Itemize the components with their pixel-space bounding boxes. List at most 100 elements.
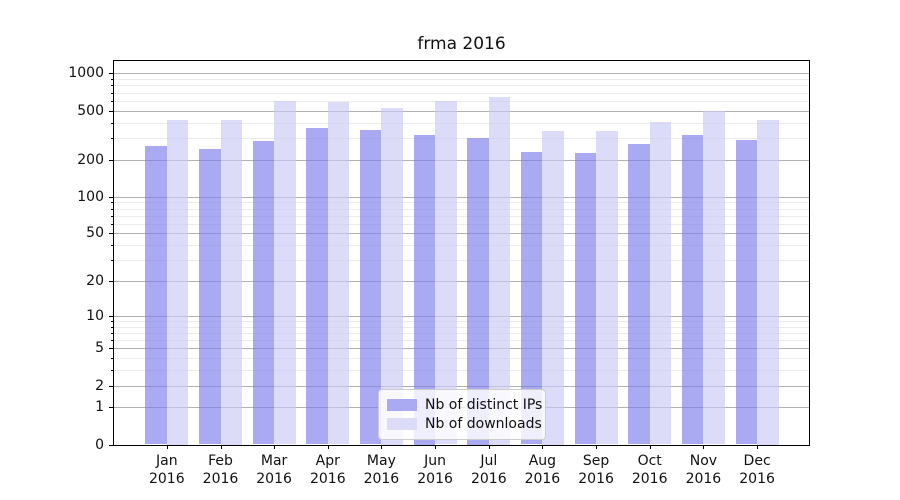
- minor-gridline: [114, 332, 809, 334]
- x-tick-mark: [274, 445, 276, 449]
- x-tick-mark: [381, 445, 383, 449]
- y-tick-label: 50: [86, 225, 104, 242]
- x-tick-mark: [542, 445, 544, 449]
- bar-ips-jun: [413, 134, 436, 445]
- x-tick-mark: [220, 445, 222, 449]
- y-tick-mark: [109, 159, 113, 161]
- y-tick-mark: [109, 315, 113, 317]
- legend-label-distinct-ips: Nb of distinct IPs: [425, 396, 543, 413]
- minor-gridline: [114, 79, 809, 81]
- minor-gridline: [114, 202, 809, 204]
- y-tick-mark-minor: [111, 358, 113, 360]
- minor-gridline: [114, 340, 809, 341]
- y-tick-mark-minor: [111, 92, 113, 94]
- bar-ips-oct: [628, 143, 650, 445]
- x-tick-mark: [757, 445, 759, 449]
- y-tick-label: 1: [95, 399, 104, 416]
- major-gridline: [114, 315, 809, 317]
- x-tick-label: Dec 2016: [739, 453, 775, 487]
- bar-downloads-dec: [757, 120, 779, 445]
- bar-downloads-apr: [327, 101, 350, 445]
- minor-gridline: [114, 223, 809, 225]
- y-tick-mark-minor: [111, 138, 113, 139]
- legend-item-distinct-ips: Nb of distinct IPs: [387, 395, 542, 414]
- bar-ips-may: [359, 129, 382, 445]
- bar-downloads-oct: [649, 121, 672, 445]
- x-tick-label: Jan 2016: [148, 453, 185, 487]
- bar-downloads-jun: [435, 100, 457, 445]
- major-gridline: [114, 73, 809, 75]
- minor-gridline: [114, 358, 809, 360]
- bar-downloads-jul: [488, 97, 511, 445]
- minor-gridline: [114, 260, 809, 262]
- y-tick-mark: [109, 385, 113, 387]
- y-tick-mark: [109, 348, 113, 350]
- y-tick-mark-minor: [111, 245, 113, 246]
- major-gridline: [114, 196, 809, 198]
- minor-gridline: [114, 85, 809, 87]
- y-tick-label: 0: [95, 436, 104, 453]
- legend-swatch-distinct-ips-icon: [387, 398, 417, 411]
- y-tick-label: 5: [95, 340, 104, 357]
- y-tick-mark: [109, 281, 113, 282]
- y-tick-mark: [109, 196, 113, 198]
- plot-area: [113, 60, 810, 446]
- major-gridline: [114, 159, 809, 161]
- minor-gridline: [114, 92, 809, 94]
- x-tick-label: Apr 2016: [309, 453, 346, 487]
- x-tick-mark: [703, 445, 705, 449]
- x-tick-label: Aug 2016: [524, 453, 561, 487]
- y-tick-label: 200: [77, 151, 104, 168]
- bar-ips-nov: [681, 135, 704, 445]
- y-tick-mark: [109, 73, 113, 75]
- grid-layer: [114, 61, 809, 445]
- legend: Nb of distinct IPs Nb of downloads: [378, 389, 546, 440]
- minor-gridline: [114, 100, 809, 102]
- bar-ips-sep: [574, 153, 597, 445]
- x-tick-mark: [166, 445, 168, 449]
- bar-downloads-may: [381, 108, 403, 445]
- x-tick-mark: [596, 445, 598, 449]
- bar-ips-jan: [145, 145, 167, 445]
- x-tick-mark: [488, 445, 490, 449]
- major-gridline: [114, 281, 809, 282]
- y-tick-mark: [109, 407, 113, 409]
- y-tick-label: 100: [77, 188, 104, 205]
- minor-gridline: [114, 320, 809, 322]
- y-tick-mark-minor: [111, 320, 113, 322]
- bar-ips-mar: [252, 140, 275, 445]
- x-tick-mark: [435, 445, 437, 449]
- major-gridline: [114, 385, 809, 387]
- x-tick-label: Jul 2016: [470, 453, 507, 487]
- y-tick-label: 1000: [68, 65, 104, 82]
- minor-gridline: [114, 245, 809, 246]
- x-tick-label: May 2016: [363, 453, 400, 487]
- bar-downloads-feb: [220, 120, 242, 445]
- y-tick-mark-minor: [111, 215, 113, 217]
- y-tick-mark-minor: [111, 79, 113, 81]
- y-tick-label: 500: [77, 102, 104, 119]
- minor-gridline: [114, 208, 809, 210]
- x-tick-mark: [649, 445, 651, 449]
- y-tick-mark-minor: [111, 100, 113, 102]
- y-tick-mark: [109, 110, 113, 112]
- x-tick-mark: [327, 445, 329, 449]
- bar-downloads-sep: [596, 131, 618, 445]
- y-tick-mark-minor: [111, 332, 113, 334]
- bar-ips-feb: [199, 148, 221, 445]
- y-tick-mark-minor: [111, 340, 113, 341]
- legend-swatch-downloads-icon: [387, 417, 417, 430]
- y-tick-mark-minor: [111, 326, 113, 328]
- y-tick-label: 10: [86, 307, 104, 324]
- minor-gridline: [114, 370, 809, 371]
- bars-layer: [114, 61, 809, 445]
- y-tick-mark-minor: [111, 202, 113, 204]
- minor-gridline: [114, 122, 809, 124]
- major-gridline: [114, 348, 809, 350]
- y-tick-mark: [109, 233, 113, 235]
- y-tick-mark-minor: [111, 370, 113, 371]
- bar-downloads-nov: [703, 111, 725, 445]
- legend-label-downloads: Nb of downloads: [425, 415, 542, 432]
- y-tick-mark: [109, 444, 113, 446]
